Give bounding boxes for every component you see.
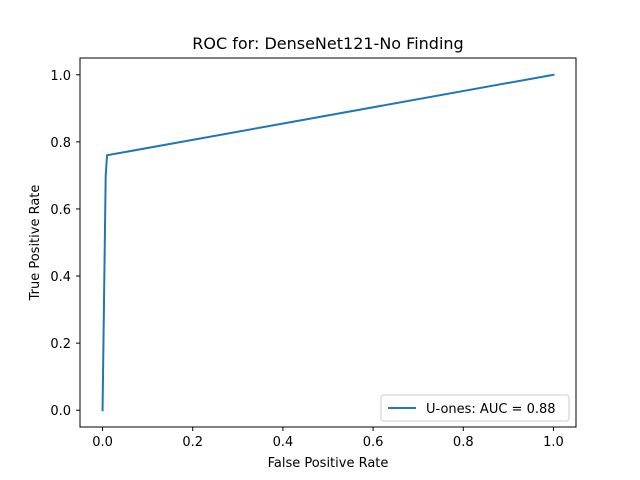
y-tick-label: 0.8 (50, 136, 71, 151)
plot-area: 0.0 0.2 0.4 0.6 0.8 1.0 0.0 0.2 0.4 0.6 0.8 1.0 (50, 57, 577, 450)
axes-frame (79, 57, 577, 428)
roc-curve-line (101, 73, 555, 412)
x-tick-label: 0.8 (453, 435, 474, 450)
x-tick-label: 0.0 (92, 435, 113, 450)
y-tick-label: 1.0 (50, 69, 71, 84)
chart-title: ROC for: DenseNet121-No Finding (192, 34, 463, 53)
x-tick-label: 1.0 (543, 435, 564, 450)
legend: U-ones: AUC = 0.88 (380, 394, 570, 422)
x-tick-label: 0.4 (273, 435, 294, 450)
y-axis-label: True Positive Rate (28, 185, 43, 302)
y-axis-ticks: 0.0 0.2 0.4 0.6 0.8 1.0 (50, 69, 80, 419)
y-tick-label: 0.4 (50, 270, 71, 285)
x-tick-label: 0.6 (363, 435, 384, 450)
x-axis-label: False Positive Rate (268, 456, 389, 471)
y-tick-label: 0.0 (50, 404, 71, 419)
series-layer (101, 73, 555, 412)
x-tick-label: 0.2 (182, 435, 203, 450)
legend-box (380, 394, 570, 422)
x-axis-ticks: 0.0 0.2 0.4 0.6 0.8 1.0 (92, 427, 564, 450)
y-tick-label: 0.6 (50, 203, 71, 218)
y-tick-label: 0.2 (50, 337, 71, 352)
legend-entry-label: U-ones: AUC = 0.88 (426, 402, 556, 417)
